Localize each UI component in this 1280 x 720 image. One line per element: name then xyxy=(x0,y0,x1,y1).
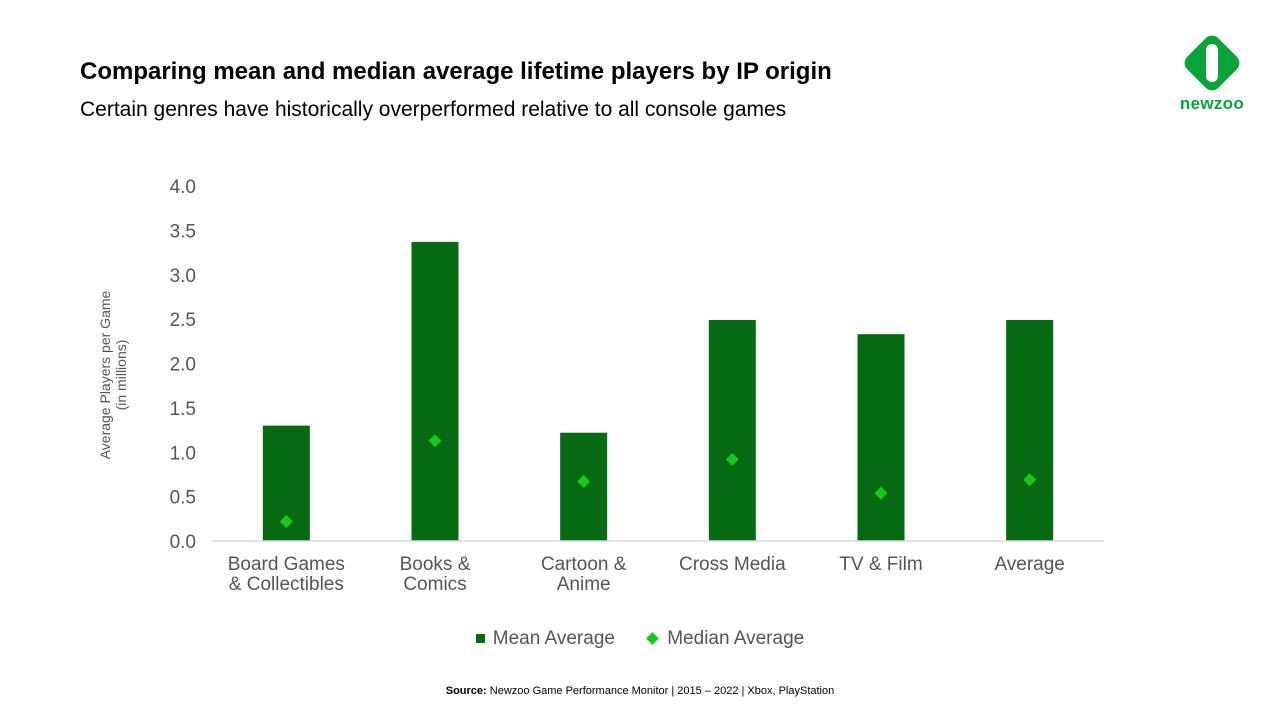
bar-chart: Average Players per Game(in millions) 0.… xyxy=(97,177,1104,595)
legend-mean-swatch xyxy=(475,634,485,644)
chart-title: Comparing mean and median average lifeti… xyxy=(80,58,832,85)
newzoo-logo: newzoo xyxy=(1170,30,1254,118)
x-tick-label: TV & Film xyxy=(839,554,922,575)
legend-mean-label: Mean Average xyxy=(492,628,615,649)
legend-item-mean: Mean Average xyxy=(475,628,615,650)
mean-bar xyxy=(708,320,756,541)
source-label: Source: xyxy=(445,685,487,697)
y-axis-title: Average Players per Game(in millions) xyxy=(97,290,129,459)
chart-legend: Mean Average Median Average xyxy=(0,628,1280,650)
median-markers xyxy=(279,434,1037,528)
median-marker xyxy=(1023,473,1037,487)
y-tick-label: 1.5 xyxy=(170,399,196,420)
y-tick-label: 2.5 xyxy=(170,310,196,331)
x-tick-label-line: Books & xyxy=(400,554,471,575)
legend-item-median: Median Average xyxy=(646,628,805,650)
x-tick-label-line: & Collectibles xyxy=(229,574,344,595)
x-tick-label: Books & Comics xyxy=(400,554,471,595)
x-axis-ticks: Board Games & Collectibles Books & Comics Ca… xyxy=(228,554,1065,595)
y-tick-label: 3.0 xyxy=(170,266,196,287)
x-tick-label: Board Games & Collectibles xyxy=(228,554,345,595)
x-tick-label-line: Cartoon & xyxy=(541,554,627,575)
median-marker xyxy=(874,486,888,500)
x-tick-label-line: TV & Film xyxy=(839,554,922,575)
y-axis-ticks: 0.0 0.5 1.0 1.5 2.0 2.5 3.0 3.5 4.0 xyxy=(170,177,196,553)
median-marker xyxy=(725,452,739,466)
legend-median-swatch xyxy=(646,632,660,646)
x-tick-label: Cross Media xyxy=(679,554,786,575)
y-tick-label: 0.0 xyxy=(170,532,196,553)
mean-bars xyxy=(262,241,1054,541)
source-text: Newzoo Game Performance Monitor | 2015 –… xyxy=(489,685,835,697)
x-tick-label-line: Anime xyxy=(557,574,611,595)
y-tick-label: 2.0 xyxy=(170,355,196,376)
y-tick-label: 1.0 xyxy=(170,443,196,464)
mean-bar xyxy=(411,241,459,541)
y-axis-title-line: Average Players per Game xyxy=(97,290,113,459)
y-axis-title-line: (in millions) xyxy=(113,340,129,411)
y-axis-label: Average Players per Game(in millions) xyxy=(97,290,129,459)
mean-bar xyxy=(857,334,905,541)
median-marker xyxy=(279,514,293,528)
y-tick-label: 3.5 xyxy=(170,221,196,242)
chart-subtitle: Certain genres have historically overper… xyxy=(80,98,787,121)
x-tick-label-line: Cross Media xyxy=(679,554,786,575)
source-note: Source: Newzoo Game Performance Monitor … xyxy=(0,685,1280,697)
y-tick-label: 4.0 xyxy=(170,177,196,198)
x-tick-label: Cartoon & Anime xyxy=(541,554,627,595)
median-marker xyxy=(577,475,591,489)
newzoo-logo-text: newzoo xyxy=(1179,94,1245,113)
mean-bar xyxy=(1006,320,1054,541)
y-tick-label: 0.5 xyxy=(170,488,196,509)
x-tick-label-line: Comics xyxy=(403,574,466,595)
median-marker xyxy=(428,434,442,448)
x-tick-label-line: Average xyxy=(994,554,1064,575)
x-tick-label: Average xyxy=(994,554,1064,575)
x-tick-label-line: Board Games xyxy=(228,554,345,575)
legend-median-label: Median Average xyxy=(667,628,805,649)
newzoo-logo-icon xyxy=(1184,35,1240,91)
